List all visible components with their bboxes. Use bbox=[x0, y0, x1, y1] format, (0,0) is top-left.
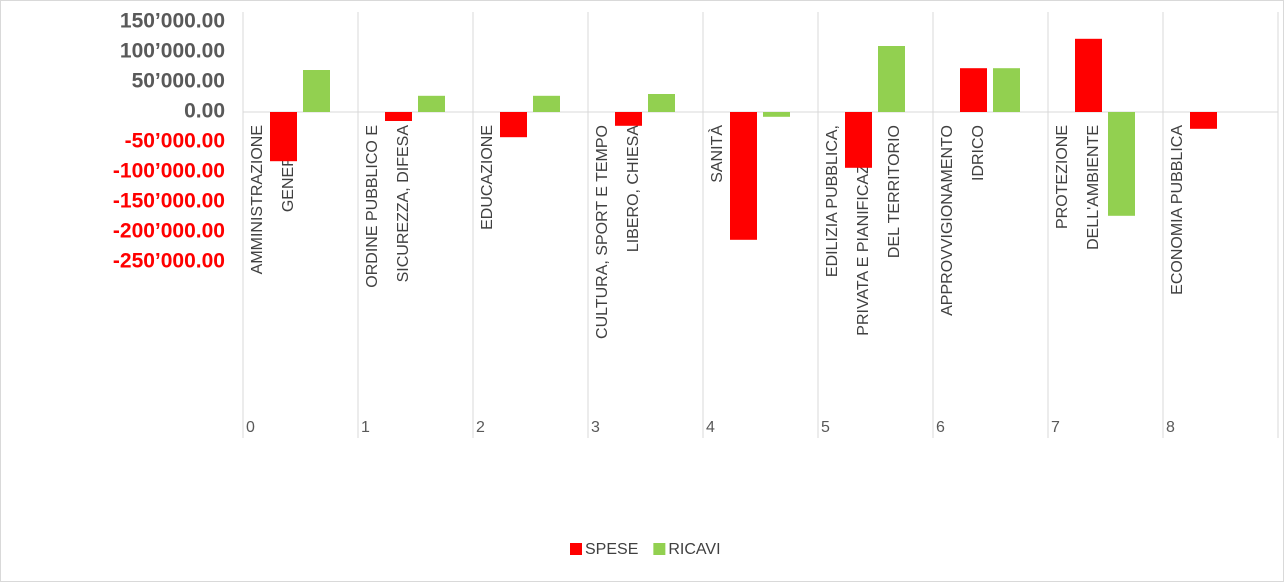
y-tick-label: 100’000.00 bbox=[120, 40, 225, 63]
x-tick-label: PROTEZIONE bbox=[1054, 125, 1071, 229]
y-tick-label: -100’000.00 bbox=[113, 160, 225, 183]
x-tick-label: APPROVVIGIONAMENTO bbox=[939, 125, 956, 316]
bar bbox=[648, 94, 675, 112]
legend-swatch bbox=[570, 543, 582, 555]
legend-swatch bbox=[653, 543, 666, 555]
x-tick-label: SICUREZZA, DIFESA bbox=[395, 125, 412, 283]
bar bbox=[418, 95, 445, 112]
x-tick-label: EDILIZIA PUBBLICA, bbox=[824, 125, 841, 277]
x-tick-label: PRIVATA E PIANIFICAZIONE bbox=[855, 125, 872, 336]
x-tick-label: DEL TERRITORIO bbox=[886, 125, 903, 258]
bar bbox=[730, 112, 757, 240]
x-tick-label: CULTURA, SPORT E TEMPO bbox=[594, 125, 611, 339]
bar bbox=[615, 112, 642, 126]
category-number: 3 bbox=[591, 419, 600, 436]
category-number: 1 bbox=[361, 419, 370, 436]
bar bbox=[960, 68, 987, 112]
category-number: 6 bbox=[936, 419, 945, 436]
bar bbox=[1190, 112, 1217, 129]
bar bbox=[500, 112, 527, 138]
x-tick-label: EDUCAZIONE bbox=[479, 125, 496, 230]
category-number: 4 bbox=[706, 419, 715, 436]
bar bbox=[385, 112, 412, 121]
x-tick-label: IDRICO bbox=[970, 125, 987, 181]
x-tick-label: ECONOMIA PUBBLICA bbox=[1169, 125, 1186, 295]
category-number: 7 bbox=[1051, 419, 1060, 436]
category-number: 0 bbox=[246, 419, 255, 436]
bar bbox=[878, 46, 905, 112]
bar bbox=[845, 112, 872, 168]
x-tick-label: LIBERO, CHIESA bbox=[625, 125, 642, 252]
category-number: 2 bbox=[476, 419, 485, 436]
x-tick-label: SANITÀ bbox=[707, 125, 726, 183]
bar bbox=[1108, 112, 1135, 216]
bar bbox=[1075, 38, 1102, 112]
legend-label: RICAVI bbox=[668, 541, 720, 558]
x-tick-label: DELL'AMBIENTE bbox=[1085, 125, 1102, 250]
y-tick-label: 0.00 bbox=[184, 100, 225, 123]
y-tick-label: -250’000.00 bbox=[113, 250, 225, 273]
x-tick-label: ORDINE PUBBLICO E bbox=[364, 125, 381, 288]
legend-label: SPESE bbox=[585, 541, 638, 558]
y-tick-label: 50’000.00 bbox=[132, 70, 225, 93]
y-tick-label: 150’000.00 bbox=[120, 10, 225, 33]
bar bbox=[763, 112, 790, 117]
y-tick-label: -150’000.00 bbox=[113, 190, 225, 213]
bar bbox=[303, 70, 330, 112]
y-tick-label: -50’000.00 bbox=[125, 130, 225, 153]
bar bbox=[270, 112, 297, 162]
x-tick-label: AMMINISTRAZIONE bbox=[249, 125, 266, 274]
bar bbox=[533, 95, 560, 112]
category-number: 5 bbox=[821, 419, 830, 436]
bar bbox=[993, 68, 1020, 112]
y-tick-label: -200’000.00 bbox=[113, 220, 225, 243]
category-number: 8 bbox=[1166, 419, 1175, 436]
